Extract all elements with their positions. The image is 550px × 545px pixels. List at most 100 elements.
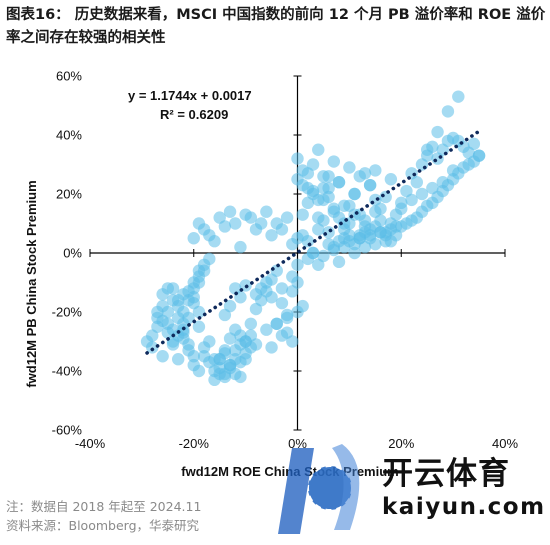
data-point xyxy=(467,137,481,151)
data-point xyxy=(358,240,372,254)
data-point xyxy=(410,176,424,189)
data-point xyxy=(420,143,434,156)
data-point xyxy=(384,173,398,186)
data-point xyxy=(182,338,195,351)
data-point xyxy=(280,308,294,322)
data-point xyxy=(275,223,289,236)
data-point xyxy=(312,193,325,207)
data-point xyxy=(327,155,341,168)
data-point xyxy=(203,252,216,266)
data-point xyxy=(265,341,278,354)
data-point xyxy=(275,296,289,310)
data-source: 资料来源：Bloomberg，华泰研究 xyxy=(6,518,199,533)
trendline xyxy=(145,129,481,355)
data-point xyxy=(472,149,486,162)
data-point xyxy=(441,105,455,118)
y-tick-label: 20% xyxy=(56,187,82,202)
data-point xyxy=(369,237,382,251)
data-point xyxy=(208,235,221,248)
data-point xyxy=(244,317,258,330)
x-tick-label: 40% xyxy=(492,436,518,451)
data-point xyxy=(151,311,164,325)
data-point xyxy=(317,170,330,183)
data-point xyxy=(192,276,206,289)
data-point xyxy=(197,341,211,354)
data-point xyxy=(348,246,361,260)
data-point xyxy=(337,199,351,212)
data-point xyxy=(182,311,195,325)
data-point xyxy=(312,143,325,156)
footer: 注：数据自 2018 年起至 2024.11 资料来源：Bloomberg，华泰… xyxy=(6,497,306,535)
data-point xyxy=(187,232,200,245)
watermark: 开云体育 kaiyun.com xyxy=(262,436,550,545)
x-tick-label: -40% xyxy=(75,436,106,451)
data-point xyxy=(187,291,200,304)
r-squared-label: R² = 0.6209 xyxy=(160,107,228,122)
data-point xyxy=(260,323,273,336)
data-point xyxy=(275,282,289,295)
data-point xyxy=(234,240,247,254)
data-point xyxy=(452,90,465,103)
data-point xyxy=(431,125,444,139)
data-point xyxy=(395,202,408,215)
data-point xyxy=(301,235,315,248)
data-point xyxy=(405,193,418,207)
data-point xyxy=(280,211,294,224)
y-tick-label: 0% xyxy=(63,246,82,261)
data-points xyxy=(140,90,486,387)
data-point xyxy=(327,243,341,257)
data-point xyxy=(286,335,299,348)
data-point xyxy=(208,373,221,387)
data-point xyxy=(358,167,372,180)
data-point xyxy=(353,208,366,221)
data-point xyxy=(161,317,175,330)
data-point xyxy=(223,205,237,218)
data-point xyxy=(265,291,278,304)
data-point xyxy=(322,226,335,239)
data-point xyxy=(265,229,278,242)
data-point xyxy=(436,176,449,189)
data-point xyxy=(254,217,268,230)
data-point xyxy=(369,193,382,207)
data-point xyxy=(363,178,377,192)
data-point xyxy=(317,249,330,263)
data-point xyxy=(223,299,237,313)
data-point xyxy=(374,214,387,227)
data-point xyxy=(229,217,242,230)
data-point xyxy=(296,208,309,221)
data-point xyxy=(244,211,258,224)
data-point xyxy=(166,338,180,351)
y-tick-label: 40% xyxy=(56,128,82,143)
data-point xyxy=(249,338,263,351)
data-point xyxy=(234,370,247,384)
data-point xyxy=(156,299,169,313)
regression-line xyxy=(145,129,481,355)
data-point xyxy=(166,282,180,295)
data-point xyxy=(171,353,185,366)
data-point xyxy=(192,305,206,319)
data-point xyxy=(343,235,356,248)
data-point xyxy=(260,276,273,289)
data-point xyxy=(218,344,232,357)
data-point xyxy=(260,205,273,218)
data-point xyxy=(177,326,190,339)
data-point xyxy=(171,294,185,307)
y-tick-label: -40% xyxy=(52,364,83,379)
data-note: 注：数据自 2018 年起至 2024.11 xyxy=(6,499,202,514)
watermark-url: kaiyun.com xyxy=(382,494,546,520)
data-point xyxy=(146,341,159,354)
regression-equation: y = 1.1744x + 0.0017 xyxy=(128,88,252,103)
data-point xyxy=(291,258,304,271)
chart-area: -40% -20% 0% 20% 40% -60% -40% -20% 0% 20% 40% 60% … xyxy=(0,58,550,488)
data-point xyxy=(156,350,169,363)
data-point xyxy=(192,320,206,333)
watermark-brand: 开云体育 xyxy=(382,456,510,492)
data-point xyxy=(296,164,309,177)
x-tick-label: 20% xyxy=(388,436,414,451)
data-point xyxy=(239,335,252,348)
data-point xyxy=(192,364,206,378)
data-point xyxy=(218,220,232,233)
y-tick-label: -60% xyxy=(52,423,83,438)
data-point xyxy=(369,164,382,177)
axes: -40% -20% 0% 20% 40%-60%-40%-20%0%20%40%60% xyxy=(52,69,519,452)
